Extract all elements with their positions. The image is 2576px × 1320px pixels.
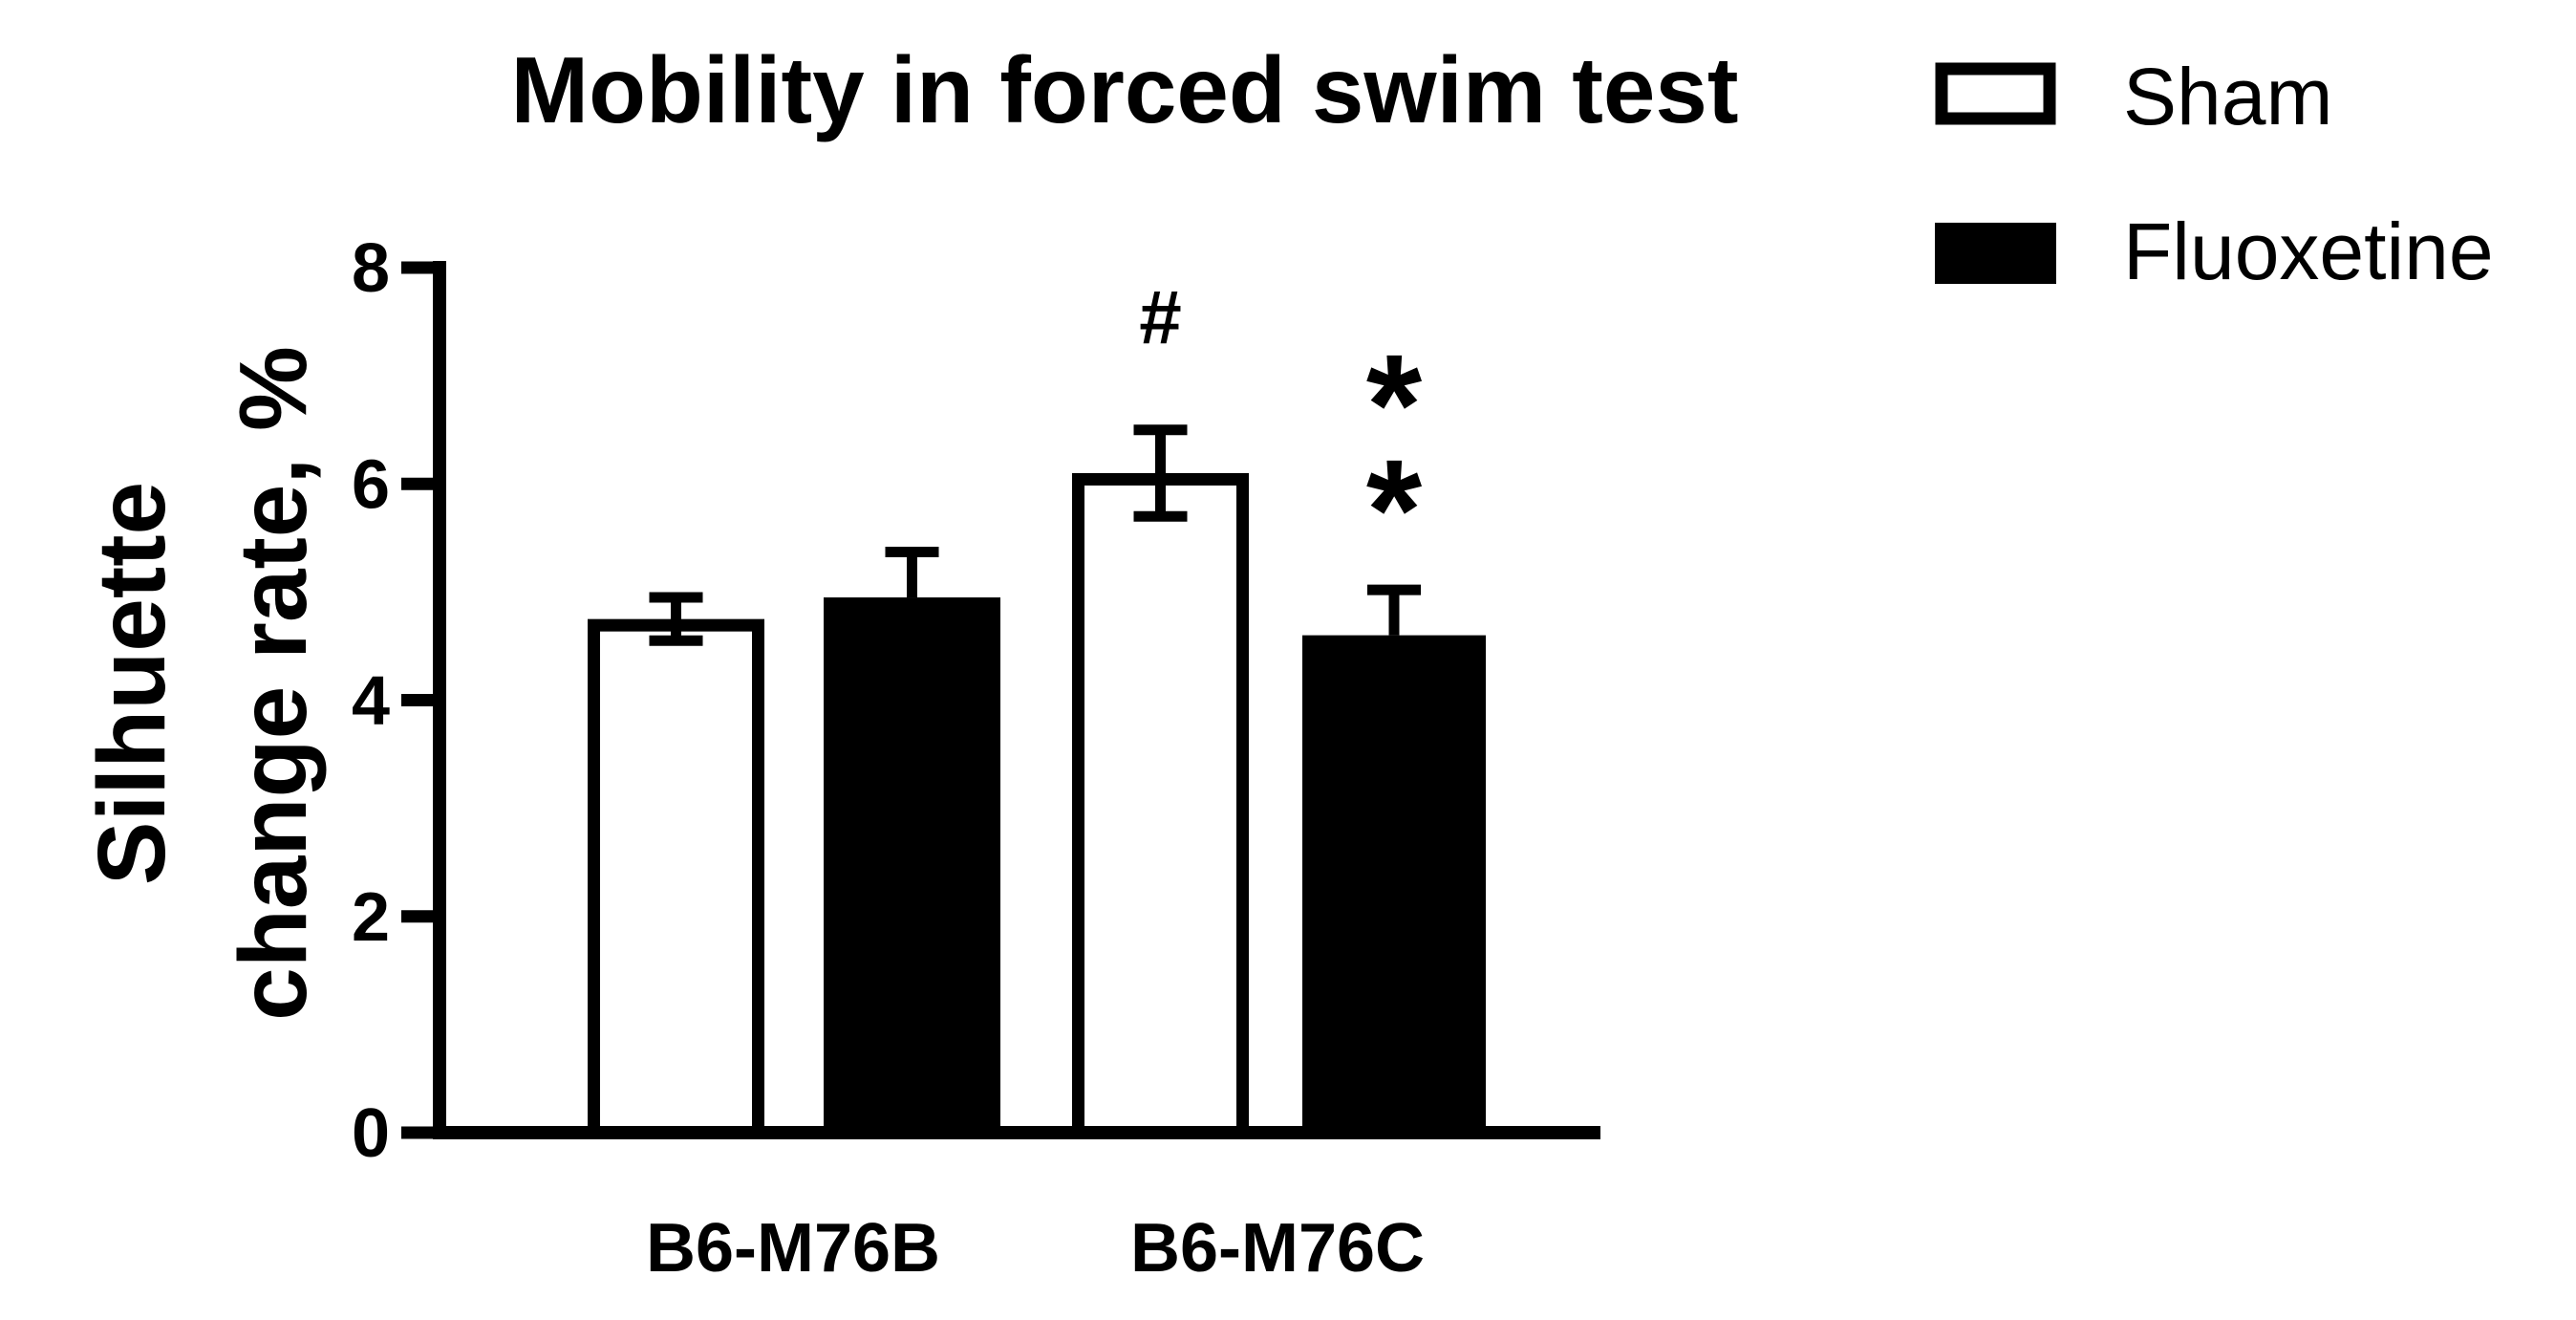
bar-sham-1 [1072, 472, 1249, 1139]
bars [588, 472, 1486, 1139]
category-label-b6-m76c: B6-M76C [1130, 1210, 1425, 1287]
annotation-hash-0: # [1139, 275, 1182, 360]
y-axis-label-line-2: change rate, % [220, 346, 327, 1021]
significance-annotations: # ** [1139, 275, 1423, 590]
error-bars [649, 424, 1421, 646]
bar-sham-0 [588, 618, 764, 1139]
legend-swatch-sham [1935, 62, 2056, 125]
y-axis-label: Silhuette change rate, % [78, 346, 327, 1021]
annotation-asterisk-2: * [1366, 324, 1423, 485]
legend-label-sham: Sham [2123, 52, 2332, 141]
bar-fluoxetine-0 [824, 597, 1000, 1133]
y-axis-ticks: 0 2 4 6 8 [352, 230, 440, 1172]
legend-label-fluoxetine: Fluoxetine [2123, 206, 2494, 296]
category-label-b6-m76b: B6-M76B [646, 1210, 940, 1287]
bar-fluoxetine-1 [1302, 635, 1486, 1133]
chart-title: Mobility in forced swim test [510, 37, 1738, 142]
y-tick-label-0: 0 [352, 1095, 390, 1172]
y-tick-label-2: 2 [352, 879, 390, 956]
y-axis-label-line-1: Silhuette [78, 482, 185, 885]
legend-swatch-fluoxetine [1935, 223, 2056, 284]
y-tick-label-4: 4 [352, 663, 390, 740]
y-tick-label-6: 6 [352, 446, 390, 523]
legend: Sham Fluoxetine [1935, 52, 2494, 296]
annotation-asterisk-1: * [1366, 429, 1423, 590]
y-tick-label-8: 8 [352, 230, 390, 307]
